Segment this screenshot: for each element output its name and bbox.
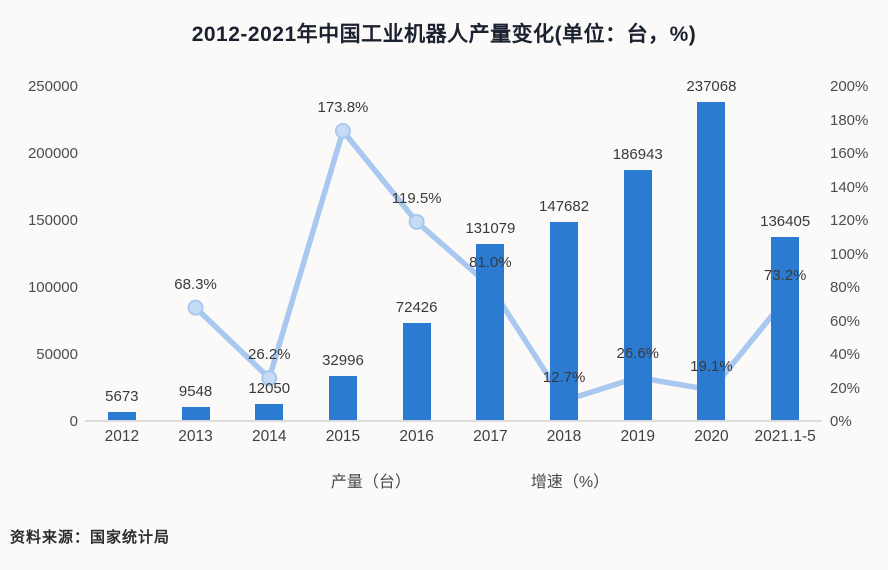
x-axis: 2012 2013 2014 2015 2016 2017 2018 2019 2020 2021… (85, 428, 822, 450)
bar-value-label: 186943 (612, 145, 663, 163)
bar-value-label: 32996 (322, 351, 364, 369)
y-tick-left: 200000 (27, 145, 78, 162)
source-note: 资料来源：国家统计局 (10, 529, 171, 546)
production-bar (181, 407, 210, 420)
x-tick-label: 2012 (104, 428, 140, 445)
growth-value-label: 68.3% (174, 275, 217, 293)
y-tick-right: 20% (830, 379, 861, 397)
y-tick-left: 250000 (27, 78, 78, 95)
legend-item-production: 产量（台） (279, 468, 411, 492)
x-tick-label: 2019 (620, 428, 655, 445)
legend-growth-label: 增速（%） (530, 474, 610, 491)
production-bar (771, 237, 800, 420)
y-tick-left: 150000 (27, 212, 78, 229)
y-tick-right: 140% (830, 178, 869, 196)
y-tick-right: 80% (830, 279, 861, 296)
growth-value-label: 12.7% (542, 368, 586, 386)
bar-value-label: 147682 (539, 198, 590, 216)
bar-value-label: 5673 (105, 388, 139, 406)
y-tick-right: 200% (830, 78, 869, 95)
growth-value-label: 26.6% (616, 345, 660, 363)
growth-point (187, 299, 204, 316)
growth-value-label: 119.5% (391, 189, 442, 207)
x-tick-label: 2015 (325, 428, 361, 445)
y-tick-right: 0% (830, 413, 852, 430)
chart-title: 2012-2021年中国工业机器人产量变化(单位：台，%) (191, 23, 697, 46)
growth-point (334, 122, 351, 139)
x-tick-label: 2021.1-5 (754, 428, 816, 445)
bar-value-label: 9548 (178, 383, 213, 401)
x-tick-label: 2020 (694, 428, 729, 445)
growth-value-label: 81.0% (469, 254, 512, 272)
production-bar (550, 222, 579, 420)
y-tick-right: 120% (830, 212, 869, 229)
growth-value-label: 26.2% (247, 346, 291, 364)
growth-value-label: 73.2% (763, 267, 807, 285)
y-axis-left: 0 50000 100000 150000 200000 250000 (14, 79, 78, 430)
line-swatch-icon (475, 478, 521, 483)
production-bar (107, 412, 136, 420)
x-tick-label: 2013 (178, 428, 213, 445)
legend: 产量（台） 增速（%） (0, 468, 888, 492)
bar-value-label: 12050 (248, 379, 291, 397)
bar-value-label: 72426 (395, 298, 438, 316)
y-tick-left: 0 (69, 413, 78, 430)
y-tick-left: 50000 (36, 346, 78, 363)
production-bar (328, 375, 357, 420)
x-tick-label: 2018 (546, 428, 582, 445)
production-bar (623, 169, 652, 420)
production-bar (255, 403, 284, 420)
y-tick-right: 40% (830, 346, 861, 363)
plot-area: 5673 9548 12050 32996 72426 131079 147682 18694… (85, 78, 822, 422)
growth-value-label: 173.8% (317, 98, 369, 116)
production-bar (697, 102, 726, 420)
x-tick-label: 2016 (399, 428, 434, 445)
y-axis-right: 0% 20% 40% 60% 80% 100% 120% 140% 160% 180% 200% (830, 79, 886, 430)
production-bar (402, 322, 431, 420)
growth-value-label: 19.1% (690, 358, 733, 376)
legend-item-growth: 增速（%） (475, 468, 609, 492)
x-tick-label: 2017 (473, 428, 508, 445)
y-tick-right: 100% (830, 245, 869, 263)
production-bar (476, 244, 505, 420)
bar-value-label: 136405 (760, 213, 811, 231)
y-tick-right: 60% (830, 312, 861, 330)
legend-production-label: 产量（台） (330, 474, 411, 491)
line-dot-icon (491, 474, 504, 487)
x-tick-label: 2014 (252, 428, 287, 445)
y-tick-right: 160% (830, 145, 869, 162)
growth-point (408, 213, 425, 230)
y-tick-right: 180% (830, 111, 869, 129)
growth-point (261, 370, 278, 387)
bar-value-label: 131079 (465, 220, 516, 238)
bar-swatch-icon (279, 474, 321, 487)
bar-value-label: 237068 (686, 78, 737, 96)
y-tick-left: 100000 (27, 279, 78, 296)
